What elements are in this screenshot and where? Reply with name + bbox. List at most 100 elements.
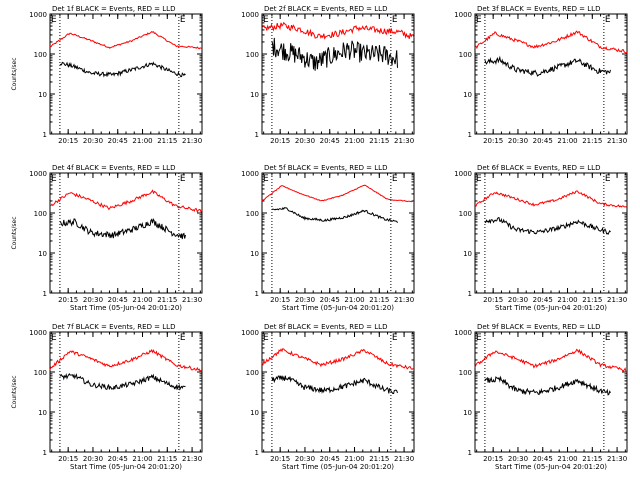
y-tick-label: 100	[34, 51, 47, 59]
panel-det-8: Det 8f BLACK = Events, RED = LLD 1 10 100 10…	[241, 323, 415, 471]
end-e-marker: E	[392, 15, 398, 25]
start-e-marker: E	[263, 333, 269, 343]
x-tick-label: 20:30	[83, 137, 103, 145]
x-tick-label: 21:15	[369, 455, 389, 463]
events-series-line	[484, 375, 611, 396]
x-tick-label: 20:45	[320, 137, 340, 145]
y-tick-label: 1000	[29, 11, 47, 19]
panel-title: Det 5f BLACK = Events, RED = LLD	[264, 164, 387, 172]
y-tick-label: 1000	[29, 170, 47, 178]
y-tick-label: 1	[255, 131, 259, 139]
y-tick-label: 1000	[454, 170, 472, 178]
x-tick-label: 20:15	[270, 137, 290, 145]
x-tick-label: 21:15	[157, 296, 177, 304]
y-tick-label: 100	[246, 51, 259, 59]
end-e-marker: E	[605, 333, 611, 343]
y-tick-label: 1000	[241, 170, 259, 178]
y-tick-label: 1000	[241, 11, 259, 19]
y-tick-label: 1000	[454, 329, 472, 337]
x-tick-label: 20:45	[108, 296, 128, 304]
panel-title: Det 2f BLACK = Events, RED = LLD	[264, 5, 387, 13]
start-e-marker: E	[476, 15, 482, 25]
end-e-marker: E	[180, 333, 186, 343]
end-e-marker: E	[180, 15, 186, 25]
events-series-line	[271, 37, 398, 71]
lld-series-line	[474, 348, 628, 373]
panel-title: Det 6f BLACK = Events, RED = LLD	[477, 164, 600, 172]
lld-series-line	[261, 21, 415, 40]
x-tick-label: 20:30	[508, 296, 528, 304]
x-tick-label: 21:30	[182, 296, 202, 304]
x-tick-label: 21:15	[582, 296, 602, 304]
panel-det-7: Det 7f BLACK = Events, RED = LLD 1 10 100 10…	[11, 323, 203, 471]
lld-series-line	[261, 184, 415, 203]
end-e-marker: E	[180, 174, 186, 184]
x-tick-label: 20:15	[270, 296, 290, 304]
y-tick-label: 1	[468, 449, 472, 457]
x-tick-label: 21:00	[557, 137, 577, 145]
y-tick-label: 10	[250, 409, 259, 417]
lld-series-line	[49, 348, 203, 373]
x-tick-label: 21:15	[582, 455, 602, 463]
x-tick-label: 21:00	[344, 137, 364, 145]
panel-title: Det 1f BLACK = Events, RED = LLD	[52, 5, 175, 13]
y-tick-label: 1000	[29, 329, 47, 337]
x-tick-label: 20:15	[483, 455, 503, 463]
x-tick-label: 21:15	[157, 455, 177, 463]
x-tick-label: 21:00	[557, 296, 577, 304]
y-tick-label: 100	[34, 369, 47, 377]
lld-series-line	[474, 30, 628, 54]
start-e-marker: E	[51, 174, 57, 184]
y-tick-label: 1000	[241, 329, 259, 337]
y-tick-label: 10	[38, 409, 47, 417]
y-axis-label: Counts/sec	[11, 57, 18, 90]
x-tick-label: 21:00	[344, 296, 364, 304]
x-tick-label: 21:15	[582, 137, 602, 145]
x-tick-label: 21:30	[182, 455, 202, 463]
x-axis-label: Start Time (05-Jun-04 20:01:20)	[282, 304, 394, 312]
y-tick-label: 1	[43, 449, 47, 457]
y-tick-label: 100	[246, 210, 259, 218]
y-axis-label: Counts/sec	[11, 375, 18, 408]
panel-det-6: Det 6f BLACK = Events, RED = LLD 1 10 100 10…	[454, 164, 628, 312]
x-tick-label: 20:15	[270, 455, 290, 463]
x-tick-label: 20:15	[58, 455, 78, 463]
x-axis-label: Start Time (05-Jun-04 20:01:20)	[495, 463, 607, 471]
end-e-marker: E	[605, 174, 611, 184]
end-e-marker: E	[605, 15, 611, 25]
lld-series-line	[50, 189, 203, 213]
events-series-line	[271, 206, 398, 224]
y-axis-label: Counts/sec	[11, 216, 18, 249]
x-tick-label: 21:00	[344, 455, 364, 463]
y-tick-label: 100	[459, 210, 472, 218]
start-e-marker: E	[51, 333, 57, 343]
y-tick-label: 1	[468, 290, 472, 298]
y-tick-label: 10	[463, 250, 472, 258]
x-tick-label: 21:30	[607, 455, 627, 463]
start-e-marker: E	[263, 15, 269, 25]
y-tick-label: 10	[250, 91, 259, 99]
panel-title: Det 3f BLACK = Events, RED = LLD	[477, 5, 600, 13]
x-tick-label: 21:30	[607, 296, 627, 304]
events-series-line	[59, 372, 186, 391]
events-series-line	[484, 55, 611, 77]
y-tick-label: 100	[34, 210, 47, 218]
x-tick-label: 20:15	[58, 137, 78, 145]
x-tick-label: 21:30	[394, 137, 414, 145]
x-tick-label: 20:30	[83, 455, 103, 463]
panel-det-4: Det 4f BLACK = Events, RED = LLD 1 10 100 10…	[11, 164, 203, 312]
lld-series-line	[474, 190, 628, 209]
y-tick-label: 1	[43, 290, 47, 298]
x-tick-label: 21:00	[557, 455, 577, 463]
x-axis-label: Start Time (05-Jun-04 20:01:20)	[282, 463, 394, 471]
events-series-line	[484, 217, 611, 236]
x-tick-label: 21:30	[607, 137, 627, 145]
x-tick-label: 20:30	[508, 455, 528, 463]
x-tick-label: 21:00	[132, 137, 152, 145]
end-e-marker: E	[392, 333, 398, 343]
end-e-marker: E	[392, 174, 398, 184]
x-tick-label: 21:30	[182, 137, 202, 145]
panel-det-3: Det 3f BLACK = Events, RED = LLD 1 10 100 10…	[454, 5, 628, 145]
events-series-line	[59, 218, 186, 240]
y-tick-label: 1	[43, 131, 47, 139]
